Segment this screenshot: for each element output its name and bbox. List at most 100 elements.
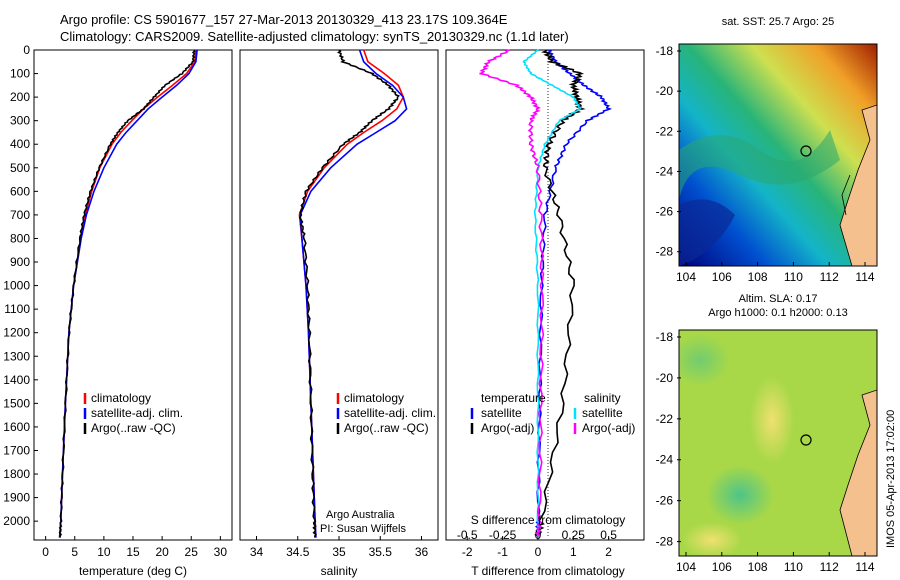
s-tick-label: 0.5 (600, 528, 617, 542)
imos-timestamp: IMOS 05-Apr-2013 17:02:00 (885, 410, 897, 548)
credit-argo-australia: Argo Australia (326, 509, 395, 521)
x-tick-label: 30 (214, 545, 228, 559)
lat-tick-label: -24 (656, 164, 674, 178)
sst-cold-patch (679, 199, 735, 266)
lat-tick-label: -20 (656, 84, 674, 98)
lat-tick-label: -18 (656, 44, 674, 58)
sst-argo-location-marker (800, 145, 812, 157)
sla-low-blob (679, 334, 730, 386)
depth-tick-label: 500 (10, 161, 30, 175)
x-tick-label: 5 (71, 545, 78, 559)
title-line-2: Climatology: CARS2009. Satellite-adjuste… (60, 29, 569, 44)
sla-low-blob (706, 465, 774, 525)
sla-argo-location-marker (800, 434, 812, 446)
temperature-legend: climatology satellite-adj. clim. Argo(..… (83, 391, 183, 435)
depth-tick-label: 900 (10, 255, 30, 269)
x-tick-label: 36 (415, 545, 429, 559)
sla-map: Altim. SLA: 0.17 Argo h1000: 0.1 h2000: … (656, 293, 878, 574)
lon-tick-label: 106 (712, 270, 732, 284)
legend-satellite: satellite-adj. clim. (344, 406, 436, 420)
sla-map-title-2: Argo h1000: 0.1 h2000: 0.13 (708, 307, 847, 319)
difference-legend: temperature satellite Argo(-adj) salinit… (470, 391, 635, 435)
depth-tick-label: 400 (10, 137, 30, 151)
s-tick-label: 0.25 (562, 528, 586, 542)
x-tick-label: 25 (185, 545, 199, 559)
sst-lon-axis: 104 106 108 110 112 114 (676, 262, 875, 284)
sla-high-ridge (682, 522, 742, 556)
salinity-panel: 34 34.5 35 35.5 36 salinity climatology sate… (239, 49, 439, 578)
lon-tick-label: 112 (820, 270, 839, 284)
series-line-salinity-argo-adj- (479, 49, 545, 537)
depth-tick-label: 1300 (3, 349, 30, 363)
temperature-lines (58, 49, 198, 538)
depth-tick-label: 800 (10, 231, 30, 245)
depth-tick-label: 300 (10, 114, 30, 128)
lat-tick-label: -22 (656, 412, 674, 426)
x-tick-label: 0 (42, 545, 49, 559)
depth-tick-label: 700 (10, 208, 30, 222)
x-tick-label: 20 (155, 545, 169, 559)
salinity-xlabel: salinity (321, 564, 358, 578)
x-tick-label: 34 (250, 545, 264, 559)
x-tick-label: 15 (126, 545, 140, 559)
sst-map: sat. SST: 25.7 Argo: 25 -18 -20 -22 -24 -26 -… (656, 16, 878, 284)
sst-coastline (839, 104, 877, 266)
lat-tick-label: -26 (656, 494, 674, 508)
t-difference-xlabel: T difference from climatology (471, 564, 625, 578)
lat-tick-label: -28 (656, 245, 674, 259)
sla-lat-axis: -18 -20 -22 -24 -26 -28 (656, 330, 681, 549)
legend-argo: Argo(..raw -QC) (91, 421, 176, 435)
legend-argo: Argo(..raw -QC) (344, 421, 429, 435)
depth-tick-label: 200 (10, 90, 30, 104)
lat-tick-label: -18 (656, 330, 674, 344)
salinity-lines (298, 49, 408, 538)
legend-s-argo: Argo(-adj) (582, 421, 635, 435)
sla-high-ridge (750, 376, 794, 464)
title-line-1: Argo profile: CS 5901677_157 27-Mar-2013… (60, 12, 508, 27)
depth-tick-label: 100 (10, 67, 30, 81)
depth-tick-label: 1000 (3, 279, 30, 293)
x-tick-label: 2 (605, 545, 612, 559)
x-tick-label: 1 (570, 545, 577, 559)
series-line-temperature-argo-adj- (534, 49, 586, 538)
salinity-legend: climatology satellite-adj. clim. Argo(..… (336, 391, 436, 435)
depth-tick-label: 1800 (3, 467, 30, 481)
depth-tick-label: 1700 (3, 443, 30, 457)
salinity-axes (239, 49, 439, 541)
depth-tick-label: 1200 (3, 326, 30, 340)
s-difference-label: S difference from climatology (471, 513, 626, 527)
lon-tick-label: 104 (676, 560, 696, 574)
credit-pi: PI: Susan Wijffels (320, 523, 406, 535)
x-tick-label: 35 (332, 545, 346, 559)
difference-panel: -2 -1 0 1 2 -0.5 -0.25 0 0.25 0.5 S difference f… (445, 49, 645, 578)
legend-t-argo: Argo(-adj) (481, 421, 534, 435)
lat-tick-label: -28 (656, 535, 674, 549)
lon-tick-label: 108 (748, 270, 768, 284)
depth-tick-label: 1100 (4, 302, 30, 316)
depth-tick-label: 1600 (3, 420, 30, 434)
legend-t-satellite: satellite (481, 406, 522, 420)
lat-tick-label: -20 (656, 371, 674, 385)
depth-axis: 0 100 200 300 400 500 600 700 800 900 1000 1100 1200… (3, 43, 450, 528)
lon-tick-label: 110 (784, 560, 803, 574)
sla-lon-axis: 104 106 108 110 112 114 (676, 552, 875, 574)
lat-tick-label: -26 (656, 205, 674, 219)
lon-tick-label: 104 (676, 270, 696, 284)
difference-axes (445, 49, 645, 541)
x-tick-label: -2 (462, 545, 473, 559)
lon-tick-label: 114 (855, 270, 874, 284)
x-tick-label: 0 (535, 545, 542, 559)
lon-tick-label: 108 (748, 560, 768, 574)
difference-lines (479, 49, 613, 538)
s-tick-label: -0.25 (489, 528, 517, 542)
lat-tick-label: -22 (656, 124, 674, 138)
sst-map-title: sat. SST: 25.7 Argo: 25 (722, 16, 835, 28)
legend-climatology: climatology (91, 391, 151, 405)
sla-coastline (839, 389, 877, 556)
legend-salinity-title: salinity (584, 391, 621, 405)
x-tick-label: -1 (497, 545, 508, 559)
sst-map-frame (678, 43, 878, 267)
lat-tick-label: -24 (656, 453, 674, 467)
temperature-panel: 0100200300400500600700800900100011001200… (3, 43, 450, 578)
